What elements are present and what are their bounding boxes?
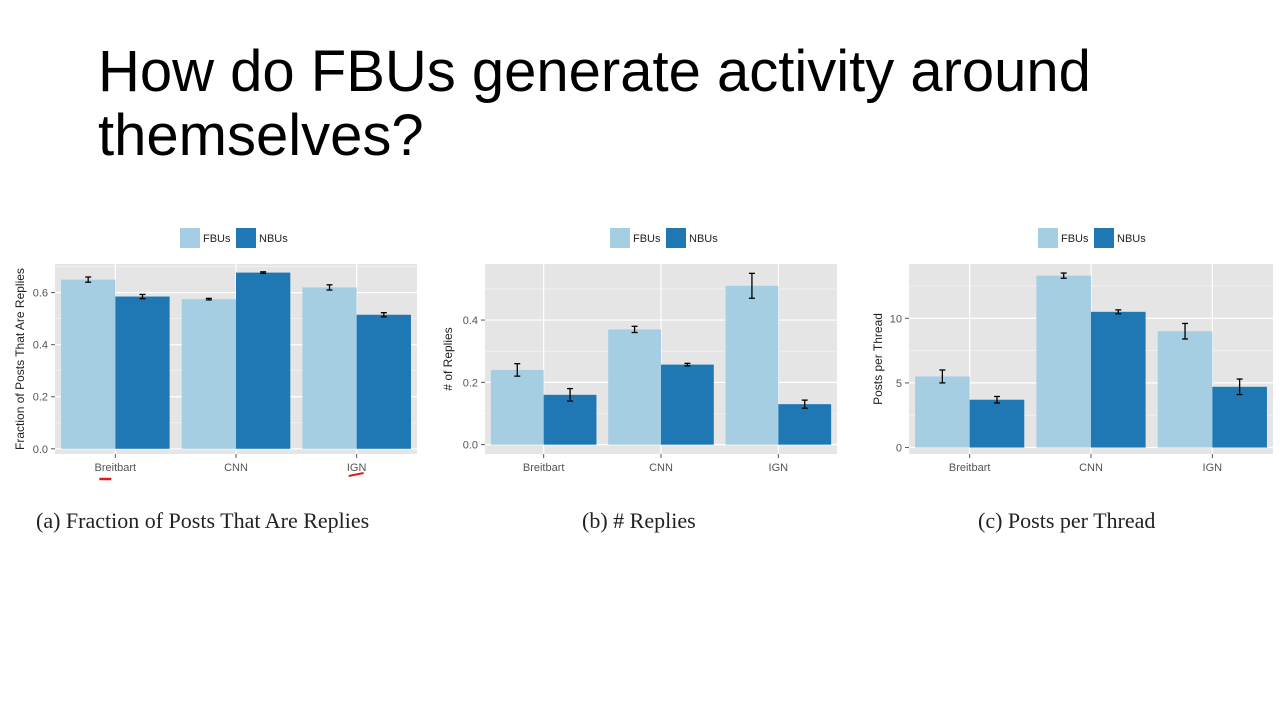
- y-tick-label: 0: [896, 443, 902, 455]
- y-tick-label: 0.0: [33, 444, 48, 456]
- chart-panel-c: FBUs NBUs 0 5 10 Posts per Thread Breitbart CNN…: [868, 220, 1273, 485]
- bar-nbus-breitbart: [969, 399, 1025, 448]
- y-tick-label: 0.0: [463, 440, 478, 452]
- bar-fbus-breitbart: [61, 279, 116, 449]
- caption-c: (c) Posts per Thread: [978, 508, 1156, 533]
- bar-fbus-cnn: [1036, 275, 1091, 448]
- chart-b-svg: FBUs NBUs 0.0 0.2 0.4 # of Replies Breitbart CN…: [441, 228, 837, 474]
- legend-key-fbus: [610, 228, 630, 248]
- chart-panel-b: FBUs NBUs 0.0 0.2 0.4 # of Replies Breitbart CN…: [438, 220, 843, 485]
- legend-label-nbus: NBUs: [259, 233, 288, 245]
- legend-key-nbus: [236, 228, 256, 248]
- bar-fbus-breitbart: [490, 369, 544, 445]
- y-tick-label: 5: [896, 378, 902, 390]
- legend-key-fbus: [180, 228, 200, 248]
- chart-panel-a: FBUs NBUs 0.0 0.2 0.4 0.6 Fraction of Posts Th…: [10, 220, 417, 485]
- x-tick-label-ign: IGN: [347, 462, 367, 474]
- chart-c-svg: FBUs NBUs 0 5 10 Posts per Thread Breitbart CNN…: [871, 228, 1273, 474]
- x-tick-label-breitbart: Breitbart: [949, 462, 991, 474]
- legend-label-fbus: FBUs: [1061, 233, 1089, 245]
- x-tick-label-cnn: CNN: [649, 462, 673, 474]
- bar-nbus-cnn: [1091, 311, 1146, 448]
- y-tick-label: 0.2: [463, 377, 478, 389]
- bar-fbus-ign: [1157, 331, 1213, 448]
- x-tick-label-ign: IGN: [1203, 462, 1223, 474]
- bar-fbus-ign: [725, 285, 779, 445]
- legend-label-fbus: FBUs: [203, 233, 231, 245]
- red-underline-ign: [348, 472, 364, 477]
- caption-a: (a) Fraction of Posts That Are Replies: [36, 508, 370, 533]
- bar-fbus-cnn: [608, 329, 661, 445]
- legend-key-fbus: [1038, 228, 1058, 248]
- y-tick-label: 0.4: [463, 315, 478, 327]
- bar-nbus-cnn: [236, 272, 291, 449]
- legend-label-nbus: NBUs: [1117, 233, 1146, 245]
- slide-title: How do FBUs generate activity around the…: [98, 39, 1091, 168]
- chart-a-svg: FBUs NBUs 0.0 0.2 0.4 0.6 Fraction of Posts Th…: [13, 228, 417, 481]
- y-tick-label: 0.6: [33, 288, 48, 300]
- bar-fbus-breitbart: [915, 376, 970, 448]
- x-tick-label-breitbart: Breitbart: [95, 462, 137, 474]
- y-tick-label: 10: [890, 313, 902, 325]
- y-axis-label: Fraction of Posts That Are Replies: [13, 268, 27, 450]
- y-axis-label: Posts per Thread: [871, 313, 885, 405]
- bar-nbus-ign: [1212, 386, 1267, 448]
- legend-key-nbus: [1094, 228, 1114, 248]
- bar-nbus-cnn: [661, 364, 714, 445]
- y-tick-label: 0.2: [33, 392, 48, 404]
- bar-fbus-ign: [302, 287, 357, 449]
- x-tick-label-ign: IGN: [769, 462, 789, 474]
- x-tick-label-cnn: CNN: [1079, 462, 1103, 474]
- x-tick-label-breitbart: Breitbart: [523, 462, 565, 474]
- legend-key-nbus: [666, 228, 686, 248]
- caption-b: (b) # Replies: [582, 508, 696, 533]
- legend-label-nbus: NBUs: [689, 233, 718, 245]
- x-tick-label-cnn: CNN: [224, 462, 248, 474]
- bar-nbus-breitbart: [543, 394, 597, 445]
- bar-nbus-ign: [778, 404, 832, 445]
- legend-label-fbus: FBUs: [633, 233, 661, 245]
- bar-nbus-breitbart: [115, 296, 170, 449]
- bar-fbus-cnn: [181, 299, 236, 449]
- y-axis-label: # of Replies: [441, 327, 455, 390]
- y-tick-label: 0.4: [33, 340, 48, 352]
- bar-nbus-ign: [356, 314, 411, 449]
